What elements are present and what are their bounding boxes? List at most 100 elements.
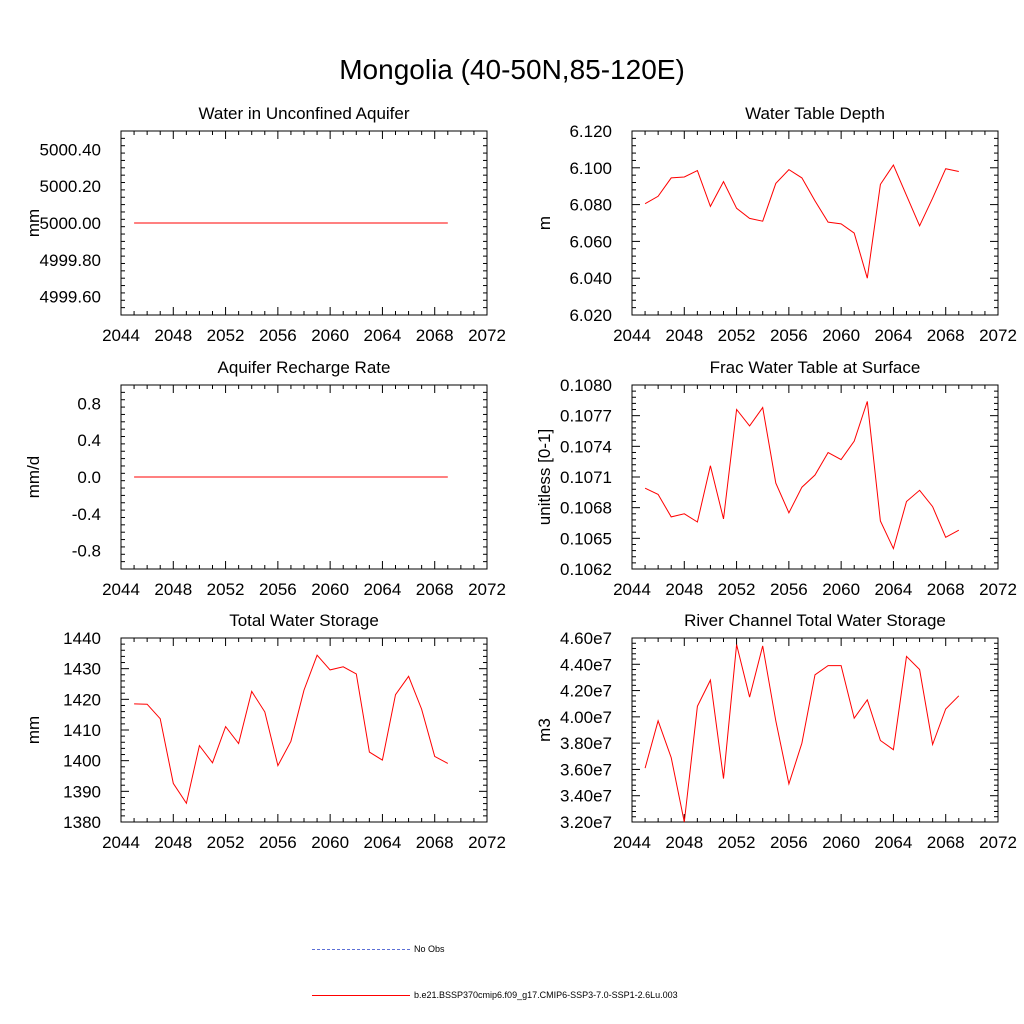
x-tick-label: 2052 [718,833,756,852]
x-tick-label: 2072 [979,580,1017,599]
plot-frame [631,130,999,316]
y-tick-label: 0.1077 [560,407,612,426]
x-tick-label: 2072 [468,326,506,345]
y-tick-label: 1410 [63,721,101,740]
y-tick-label: 1430 [63,660,101,679]
x-tick-label: 2052 [718,580,756,599]
x-tick-label: 2044 [102,580,140,599]
y-tick-label: 4.20e7 [560,682,612,701]
x-tick-label: 2048 [665,833,703,852]
y-tick-label: 3.80e7 [560,734,612,753]
x-tick-label: 2056 [770,833,808,852]
legend-item-obs: No Obs [312,944,445,954]
chart-panel-6: River Channel Total Water Storage m3 2044 2… [535,611,1017,852]
chart-title: Total Water Storage [229,611,379,630]
x-tick-label: 2060 [822,833,860,852]
x-tick-label: 2052 [207,326,245,345]
x-tick-label: 2056 [770,580,808,599]
x-tick-label: 2056 [770,326,808,345]
chart-panel-1: Water in Unconfined Aquifer mm 2044 2048 205… [24,104,506,345]
y-tick-label: 6.100 [569,159,612,178]
legend-label-obs: No Obs [414,944,445,954]
x-tick-label: 2048 [154,326,192,345]
y-tick-label: 6.040 [569,269,612,288]
x-tick-label: 2064 [364,326,402,345]
y-tick-label: 6.120 [569,122,612,141]
x-tick-label: 2064 [364,833,402,852]
x-tick-label: 2072 [468,833,506,852]
x-tick-label: 2044 [102,326,140,345]
series-line [134,654,449,805]
legend-swatch-model [312,994,410,996]
chart-panel-3: Aquifer Recharge Rate mm/d 2044 2048 2052 205… [24,358,506,599]
y-tick-label: 0.1080 [560,376,612,395]
y-tick-label: -0.8 [72,542,101,561]
y-tick-label: 0.1071 [560,468,612,487]
chart-title: Water Table Depth [745,104,885,123]
chart-panel-2: Water Table Depth m 2044 2048 2052 2056 2060 20… [535,104,1017,345]
y-tick-label: 5000.20 [40,177,101,196]
x-tick-label: 2072 [979,833,1017,852]
x-tick-label: 2068 [927,580,965,599]
x-tick-label: 2060 [311,580,349,599]
x-tick-label: 2064 [875,833,913,852]
plot-frame [631,384,999,570]
x-tick-label: 2056 [259,580,297,599]
y-tick-label: 3.40e7 [560,787,612,806]
y-tick-label: 0.1065 [560,529,612,548]
x-tick-label: 2068 [416,326,454,345]
x-tick-label: 2052 [718,326,756,345]
x-tick-label: 2060 [822,326,860,345]
y-tick-label: -0.4 [72,505,101,524]
series-line [644,401,960,551]
x-tick-label: 2068 [927,326,965,345]
x-tick-label: 2044 [613,326,651,345]
x-tick-label: 2048 [154,580,192,599]
y-tick-label: 0.1074 [560,437,612,456]
chart-title: Aquifer Recharge Rate [218,358,391,377]
x-tick-label: 2068 [416,580,454,599]
x-tick-label: 2044 [613,833,651,852]
x-tick-label: 2060 [311,833,349,852]
y-tick-label: 0.1062 [560,560,612,579]
legend-label-model: b.e21.BSSP370cmip6.f09_g17.CMIP6-SSP3-7.… [414,990,678,1000]
x-tick-label: 2048 [665,326,703,345]
y-tick-label: 1390 [63,782,101,801]
y-axis-label: unitless [0-1] [535,429,554,525]
chart-panel-4: Frac Water Table at Surface unitless [0-1… [535,358,1017,599]
legend-item-model: b.e21.BSSP370cmip6.f09_g17.CMIP6-SSP3-7.… [312,990,678,1000]
y-tick-label: 1380 [63,813,101,832]
x-tick-label: 2068 [416,833,454,852]
y-tick-label: 0.8 [77,394,101,413]
y-tick-label: 6.020 [569,306,612,325]
x-tick-label: 2064 [875,326,913,345]
y-tick-label: 6.080 [569,196,612,215]
x-tick-label: 2072 [468,580,506,599]
y-tick-label: 4.60e7 [560,629,612,648]
x-tick-label: 2060 [822,580,860,599]
y-axis-label: m [535,216,554,230]
y-tick-label: 6.060 [569,232,612,251]
x-tick-label: 2044 [102,833,140,852]
x-tick-label: 2064 [875,580,913,599]
y-tick-label: 4.00e7 [560,708,612,727]
y-tick-label: 3.60e7 [560,760,612,779]
y-tick-label: 1400 [63,752,101,771]
x-tick-label: 2060 [311,326,349,345]
legend-swatch-obs [312,948,410,950]
x-tick-label: 2052 [207,580,245,599]
y-tick-label: 4999.60 [40,288,101,307]
y-tick-label: 4999.80 [40,251,101,270]
y-axis-label: mm [24,716,43,744]
x-tick-label: 2048 [665,580,703,599]
chart-title: Frac Water Table at Surface [710,358,921,377]
x-tick-label: 2044 [613,580,651,599]
x-tick-label: 2056 [259,326,297,345]
chart-title: River Channel Total Water Storage [684,611,946,630]
series-line [644,163,959,279]
y-tick-label: 1440 [63,629,101,648]
x-tick-label: 2064 [364,580,402,599]
y-tick-label: 3.20e7 [560,813,612,832]
y-tick-label: 5000.00 [40,214,101,233]
